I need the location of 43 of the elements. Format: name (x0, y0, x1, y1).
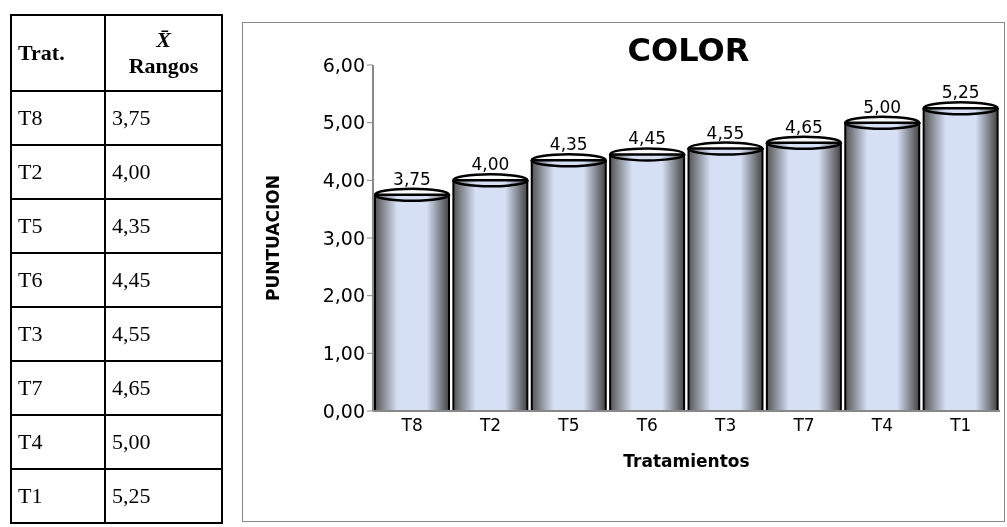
data-label: 4,45 (628, 128, 667, 149)
data-label: 3,75 (393, 168, 431, 189)
category-label: T7 (18, 375, 43, 400)
data-label: 4,55 (706, 122, 745, 143)
category-label: T1 (18, 483, 43, 508)
category-label: T3 (18, 321, 43, 346)
y-tick-label: 1,00 (322, 342, 365, 365)
text: 4,45 (112, 267, 151, 292)
data-label: 4,00 (471, 154, 510, 175)
y-tick-label: 2,00 (322, 284, 365, 307)
text: Trat. (11, 15, 105, 91)
category-label: T2 (18, 159, 43, 184)
category-label: T8 (18, 105, 43, 130)
y-axis-title: PUNTUACION (263, 174, 284, 302)
text: 3,75 (112, 105, 151, 130)
y-tick-label: 3,00 (322, 226, 365, 249)
text: 4,35 (112, 213, 151, 238)
category-label: T5 (18, 213, 43, 238)
y-tick-label: 5,00 (322, 111, 365, 134)
x-tick-label: T7 (792, 415, 815, 436)
x-tick-label: T6 (635, 415, 658, 436)
x-axis-title: Tratamientos (623, 451, 750, 471)
y-tick-label: 0,00 (322, 399, 365, 422)
x-tick-label: T4 (870, 415, 894, 436)
y-tick-label: 6,00 (322, 53, 365, 76)
text: 5,25 (112, 483, 151, 508)
text: 4,65 (112, 375, 151, 400)
x-tick-label: T2 (478, 415, 502, 436)
x-tick-label: T8 (400, 415, 423, 436)
chart-title: COLOR (627, 31, 750, 69)
x-tick-label: T3 (714, 415, 737, 436)
data-label: 5,25 (941, 82, 980, 103)
x-tick-label: T5 (557, 415, 580, 436)
category-label: T6 (18, 267, 43, 292)
text: 4,00 (112, 159, 151, 184)
text: X̄ Rangos (105, 15, 222, 91)
text: 4,55 (112, 321, 151, 346)
data-label: 5,00 (863, 96, 902, 117)
x-tick-label: T1 (949, 415, 972, 436)
text: 5,00 (112, 429, 151, 454)
data-label: 4,35 (549, 134, 588, 155)
data-label: 4,65 (784, 116, 823, 137)
y-tick-label: 4,00 (322, 169, 365, 192)
